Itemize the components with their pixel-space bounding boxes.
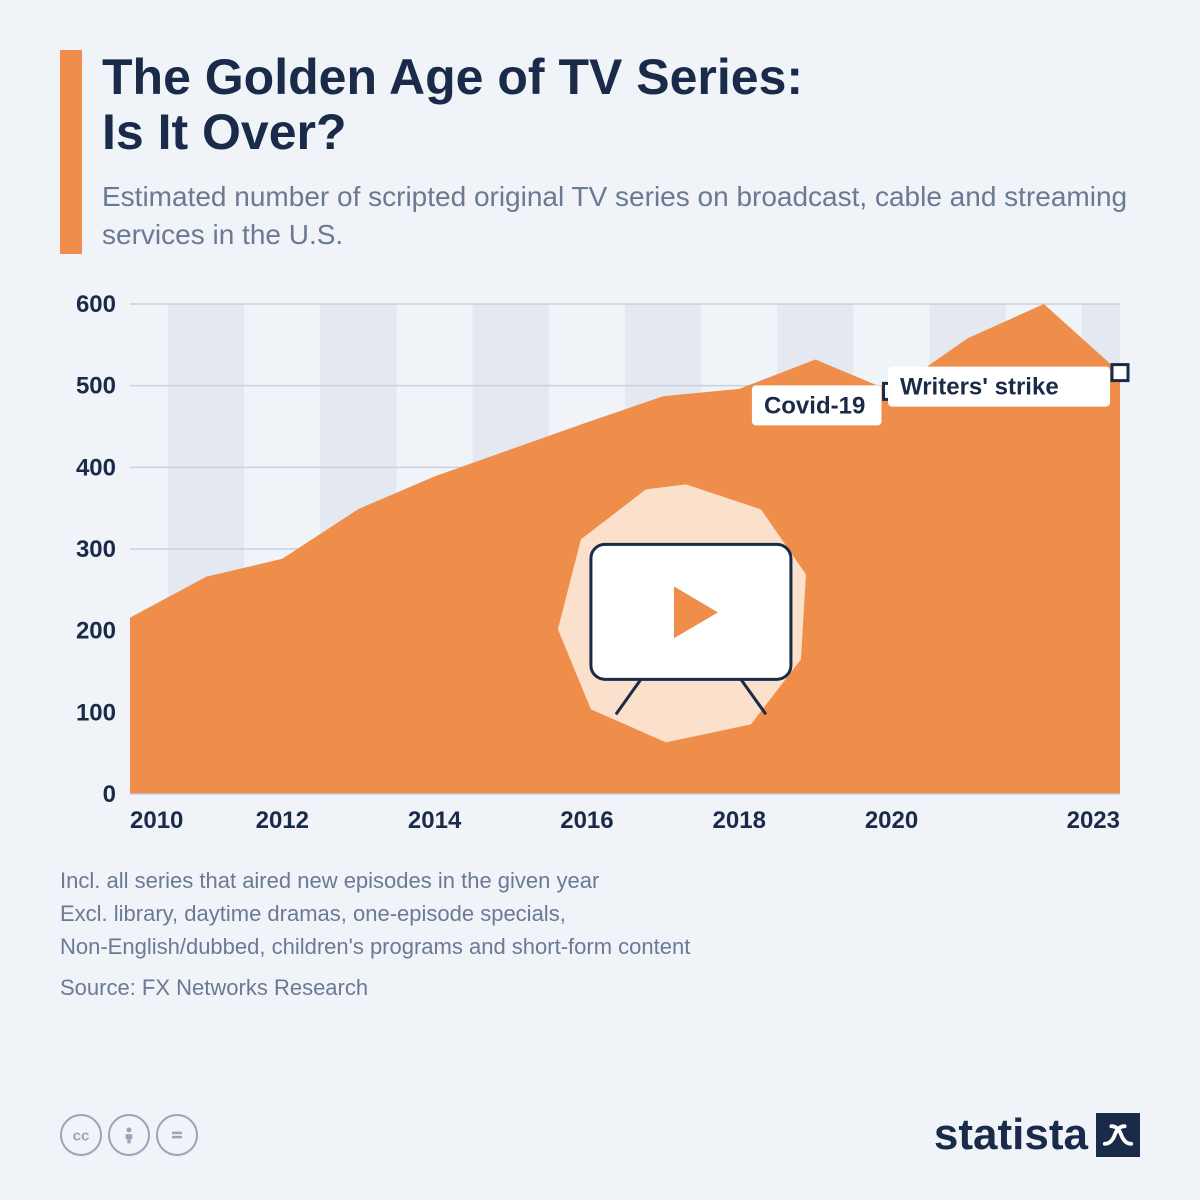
by-icon: [108, 1114, 150, 1156]
title-line1: The Golden Age of TV Series:: [102, 49, 803, 105]
svg-text:2014: 2014: [408, 807, 462, 834]
area-chart: 0 100 200 300 400 500 600 2010 2012 2014 2016 2018 2…: [60, 284, 1140, 844]
svg-text:2010: 2010: [130, 807, 183, 834]
brand-logo: statista: [934, 1110, 1140, 1160]
svg-text:cc: cc: [73, 1127, 90, 1144]
chart-source: Source: FX Networks Research: [60, 971, 1140, 1004]
cc-icon: cc: [60, 1114, 102, 1156]
svg-text:2018: 2018: [713, 807, 766, 834]
svg-text:100: 100: [76, 699, 116, 726]
title-line2: Is It Over?: [102, 104, 347, 160]
brand-mark-icon: [1096, 1113, 1140, 1157]
svg-text:0: 0: [103, 781, 116, 808]
license-icons: cc: [60, 1114, 198, 1156]
svg-text:Writers' strike: Writers' strike: [900, 373, 1059, 400]
svg-text:600: 600: [76, 291, 116, 318]
footnote-line: Non-English/dubbed, children's programs …: [60, 930, 1140, 963]
svg-text:2023: 2023: [1067, 807, 1120, 834]
nd-icon: [156, 1114, 198, 1156]
svg-text:Covid-19: Covid-19: [764, 392, 865, 419]
footnote-line: Incl. all series that aired new episodes…: [60, 864, 1140, 897]
chart-footnotes: Incl. all series that aired new episodes…: [60, 864, 1140, 1004]
svg-text:2020: 2020: [865, 807, 918, 834]
svg-text:500: 500: [76, 372, 116, 399]
accent-bar: [60, 50, 82, 254]
footnote-line: Excl. library, daytime dramas, one-episo…: [60, 897, 1140, 930]
svg-text:300: 300: [76, 536, 116, 563]
svg-text:2016: 2016: [560, 807, 613, 834]
svg-text:400: 400: [76, 454, 116, 481]
chart-title: The Golden Age of TV Series: Is It Over?: [102, 50, 1140, 160]
svg-text:2012: 2012: [256, 807, 309, 834]
chart-subtitle: Estimated number of scripted original TV…: [102, 178, 1140, 254]
brand-name: statista: [934, 1110, 1088, 1160]
svg-text:200: 200: [76, 617, 116, 644]
